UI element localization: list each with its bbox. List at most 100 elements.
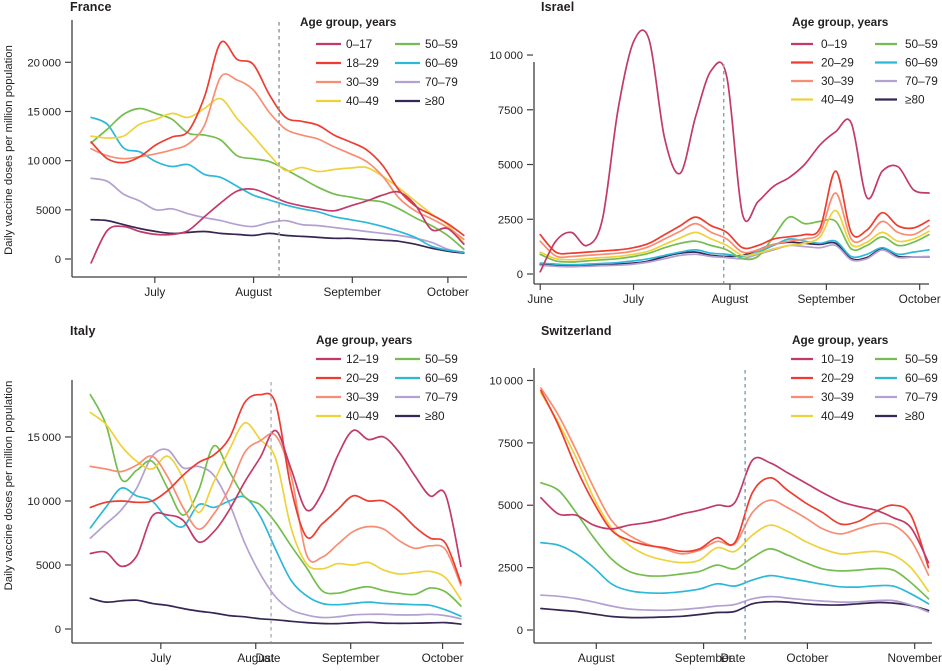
- legend-label-50–59: 50–59: [425, 37, 458, 51]
- x-tick-label: July: [150, 651, 171, 665]
- series-line-70–79: [90, 177, 465, 254]
- series-line-20–29: [89, 392, 462, 584]
- legend-title: Age group, years: [792, 333, 889, 347]
- legend-label-0–17: 0–17: [346, 37, 372, 51]
- legend-title: Age group, years: [300, 15, 397, 29]
- legend-label-60–69: 60–69: [905, 56, 938, 70]
- y-tick-label: 7500: [498, 438, 523, 450]
- legend-label-≥80: ≥80: [905, 409, 925, 423]
- y-tick-label: 7500: [498, 105, 523, 117]
- legend-label-40–49: 40–49: [346, 94, 379, 108]
- legend-label-70–79: 70–79: [905, 390, 938, 404]
- legend-label-30–39: 30–39: [346, 390, 379, 404]
- series-line-20–29: [539, 170, 930, 255]
- series-line-≥80: [89, 597, 462, 625]
- x-tick-label: September: [323, 285, 381, 299]
- panel-israel: Israel 0 2500 5000 7500 10 000 June July August…: [471, 0, 942, 310]
- series-line-60–69: [540, 541, 930, 605]
- panel-italy: Italy 0 5000 10 000 15 000 July August Septemb…: [0, 310, 471, 671]
- legend-label-10–19: 10–19: [821, 352, 854, 366]
- y-tick-label: 10 000: [27, 156, 61, 168]
- series-line-40–49: [540, 392, 930, 593]
- legend-label-20–29: 20–29: [821, 371, 854, 385]
- x-tick-label: September: [798, 292, 856, 306]
- series-line-20–29: [540, 389, 930, 569]
- series-line-40–49: [539, 209, 930, 261]
- legend-label-20–29: 20–29: [821, 56, 854, 70]
- y-tick-label: 0: [517, 625, 523, 637]
- panel-title-italy: Italy: [70, 324, 96, 338]
- y-tick-label: 5000: [36, 205, 61, 217]
- legend-label-70–79: 70–79: [905, 74, 938, 88]
- series-line-30–39: [539, 192, 930, 259]
- legend-label-40–49: 40–49: [821, 409, 854, 423]
- series-line-0–17: [90, 188, 465, 264]
- chart-canvas-israel: 0 2500 5000 7500 10 000 June July August Septemb…: [489, 15, 940, 306]
- legend-title: Age group, years: [792, 15, 889, 29]
- legend-label-70–79: 70–79: [425, 390, 458, 404]
- legend-label-60–69: 60–69: [905, 371, 938, 385]
- legend-label-60–69: 60–69: [425, 371, 458, 385]
- series-line-≥80: [540, 600, 930, 619]
- x-axis-label-switzerland: Date: [720, 651, 746, 665]
- x-tick-label: June: [527, 292, 553, 306]
- chart-canvas-switzerland: 0 2500 5000 7500 10 000 August September Octobe…: [489, 333, 942, 665]
- chart-canvas-italy: 0 5000 10 000 15 000 July August September Octo…: [27, 333, 464, 665]
- x-axis-label-italy: Date: [255, 651, 281, 665]
- legend-label-20–29: 20–29: [346, 371, 379, 385]
- series-line-50–59: [89, 393, 462, 607]
- y-tick-label: 20 000: [27, 57, 61, 69]
- series-line-30–39: [540, 387, 930, 576]
- legend-label-50–59: 50–59: [425, 352, 458, 366]
- series-line-70–79: [540, 594, 930, 613]
- legend-label-≥80: ≥80: [425, 409, 445, 423]
- y-tick-label: 5000: [498, 160, 523, 172]
- legend-label-40–49: 40–49: [821, 93, 854, 107]
- legend-label-50–59: 50–59: [905, 37, 938, 51]
- y-tick-label: 10 000: [489, 50, 523, 62]
- x-tick-label: October: [786, 651, 828, 665]
- series-line-50–59: [90, 107, 465, 251]
- x-tick-label: July: [144, 285, 165, 299]
- x-tick-label: July: [623, 292, 644, 306]
- panel-title-switzerland: Switzerland: [541, 324, 612, 338]
- series-line-12–19: [89, 429, 462, 568]
- series-line-30–39: [89, 432, 462, 587]
- legend-label-≥80: ≥80: [425, 94, 445, 108]
- legend-title: Age group, years: [316, 333, 413, 347]
- legend-label-12–19: 12–19: [346, 352, 379, 366]
- legend-label-≥80: ≥80: [905, 93, 925, 107]
- series-line-≥80: [90, 218, 465, 254]
- chart-canvas-france: 0 5000 10 000 15 000 20 000 July August Septemb…: [27, 15, 469, 299]
- legend-label-40–49: 40–49: [346, 409, 379, 423]
- panel-title-israel: Israel: [541, 0, 575, 14]
- y-tick-label: 15 000: [27, 106, 61, 118]
- y-tick-label: 5000: [498, 500, 523, 512]
- x-tick-label: October: [422, 651, 464, 665]
- y-tick-label: 10 000: [27, 496, 61, 508]
- x-tick-label: November: [887, 651, 941, 665]
- y-tick-label: 10 000: [489, 375, 523, 387]
- legend-label-50–59: 50–59: [905, 352, 938, 366]
- series-line-0–19: [539, 29, 930, 273]
- x-tick-label: September: [675, 651, 733, 665]
- y-tick-label: 2500: [498, 214, 523, 226]
- series-line-60–69: [90, 116, 465, 253]
- legend-label-18–29: 18–29: [346, 56, 379, 70]
- series-line-40–49: [89, 411, 462, 601]
- series-line-50–59: [540, 481, 930, 600]
- y-tick-label: 0: [517, 269, 523, 281]
- series-line-10–19: [540, 456, 930, 564]
- y-tick-label: 0: [55, 624, 61, 636]
- legend-label-30–39: 30–39: [821, 74, 854, 88]
- panel-title-france: France: [70, 0, 112, 14]
- x-tick-label: August: [237, 651, 274, 665]
- x-tick-label: August: [578, 651, 615, 665]
- y-tick-label: 5000: [36, 560, 61, 572]
- legend-label-0–19: 0–19: [821, 37, 847, 51]
- y-tick-label: 0: [55, 254, 61, 266]
- series-line-30–39: [90, 73, 465, 241]
- panel-switzerland: Switzerland 0 2500 5000 7500 10 000 August Sep…: [471, 310, 942, 671]
- legend-label-30–39: 30–39: [346, 75, 379, 89]
